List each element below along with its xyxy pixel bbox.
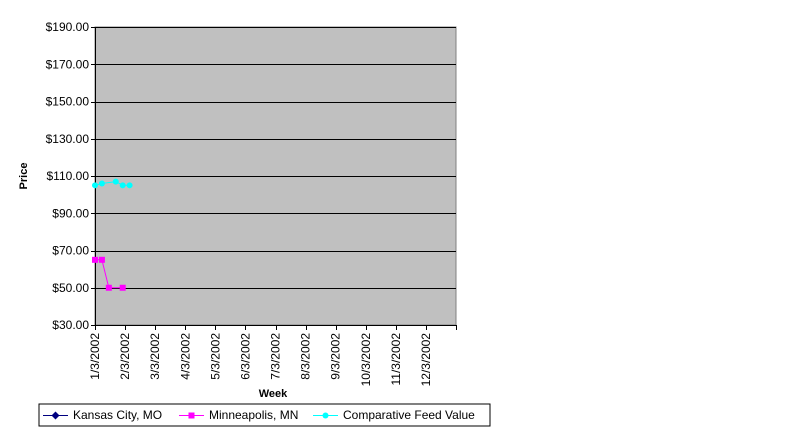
y-tick-label: $130.00 xyxy=(46,132,90,146)
y-tick-label: $110.00 xyxy=(47,169,90,183)
data-point xyxy=(126,182,133,189)
x-tick-label: 9/3/2002 xyxy=(329,333,343,380)
y-tick-label: $50.00 xyxy=(52,281,89,295)
y-tick-label: $90.00 xyxy=(52,206,89,220)
y-tick-label: $170.00 xyxy=(46,57,90,71)
x-tick-label: 3/3/2002 xyxy=(148,333,162,380)
data-point xyxy=(105,284,112,291)
x-tick-label: 12/3/2002 xyxy=(419,333,433,387)
series-comparative-feed-value xyxy=(92,178,133,189)
y-tick-label: $70.00 xyxy=(52,244,89,258)
legend-label: Minneapolis, MN xyxy=(209,408,298,422)
legend-marker xyxy=(188,412,195,419)
series-layer xyxy=(92,178,133,291)
series-line xyxy=(95,259,123,289)
legend-entry-kansas-city-mo: Kansas City, MO xyxy=(43,408,162,422)
data-point xyxy=(112,178,119,185)
x-tick-label: 1/3/2002 xyxy=(88,333,102,380)
y-axis-title: Price xyxy=(18,163,30,190)
y-axis: $30.00 $50.00 $70.00 $90.00 $110.00 $130.00 $1… xyxy=(46,20,96,332)
x-tick-label: 7/3/2002 xyxy=(269,333,283,380)
y-tick-label: $150.00 xyxy=(46,95,90,109)
x-tick-label: 10/3/2002 xyxy=(359,333,373,387)
legend-label: Kansas City, MO xyxy=(73,408,162,422)
data-point xyxy=(119,182,126,189)
x-axis-title: Week xyxy=(259,388,288,400)
x-tick-label: 2/3/2002 xyxy=(118,333,132,380)
y-tick-label: $190.00 xyxy=(46,20,90,34)
x-tick-label: 8/3/2002 xyxy=(299,333,313,380)
x-axis: 1/3/2002 2/3/2002 3/3/2002 4/3/2002 5/3/2002… xyxy=(88,325,457,386)
x-tick-label: 6/3/2002 xyxy=(238,333,252,380)
legend-label: Comparative Feed Value xyxy=(343,408,475,422)
data-point xyxy=(98,256,105,263)
series-minneapolis-mn xyxy=(92,256,126,291)
legend-entry-comparative-feed-value: Comparative Feed Value xyxy=(313,408,475,422)
data-point xyxy=(119,284,126,291)
legend-box xyxy=(38,403,491,427)
legend: Kansas City, MO Minneapolis, MN Comparativ… xyxy=(38,403,491,427)
data-point xyxy=(98,180,105,187)
gridlines xyxy=(95,27,456,289)
x-tick-label: 5/3/2002 xyxy=(208,333,222,380)
y-tick-label: $30.00 xyxy=(52,318,89,332)
legend-marker xyxy=(322,412,329,419)
data-point xyxy=(92,256,98,263)
x-tick-label: 11/3/2002 xyxy=(389,333,403,386)
x-tick-label: 4/3/2002 xyxy=(178,333,192,380)
data-point xyxy=(92,182,98,189)
legend-marker xyxy=(51,411,60,420)
legend-entry-minneapolis-mn: Minneapolis, MN xyxy=(179,408,298,422)
